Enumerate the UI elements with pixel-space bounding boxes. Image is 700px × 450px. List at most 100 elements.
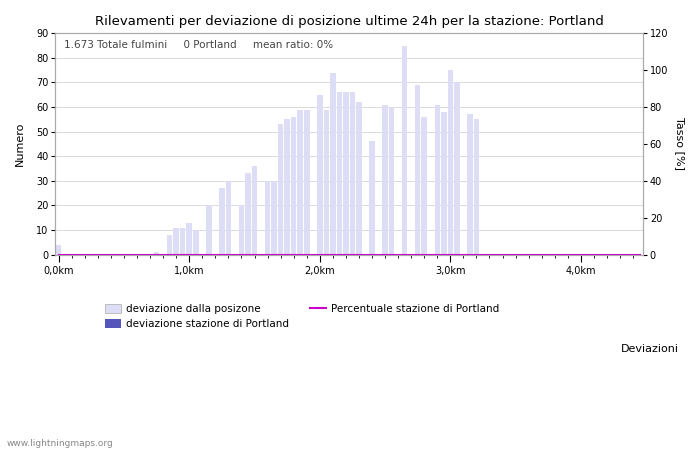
Bar — [201, 253, 204, 255]
Bar — [332, 253, 334, 255]
Bar — [323, 109, 329, 255]
Bar — [245, 173, 251, 255]
Bar — [57, 253, 60, 255]
Bar — [442, 253, 445, 255]
Bar — [104, 253, 106, 255]
Bar — [234, 253, 236, 255]
Bar — [123, 253, 125, 255]
Bar — [116, 253, 118, 255]
Bar — [534, 253, 536, 255]
Bar — [253, 253, 256, 255]
Bar — [252, 166, 258, 255]
Bar — [435, 104, 440, 255]
Bar — [358, 253, 360, 255]
Bar — [186, 223, 192, 255]
Bar — [514, 253, 517, 255]
Bar — [599, 253, 601, 255]
Bar — [239, 205, 244, 255]
Bar — [454, 82, 460, 255]
Bar — [402, 45, 407, 255]
Bar — [371, 253, 373, 255]
Bar — [206, 205, 211, 255]
Bar — [377, 253, 379, 255]
Bar — [474, 119, 480, 255]
Bar — [573, 253, 575, 255]
Bar — [389, 107, 394, 255]
Bar — [130, 253, 132, 255]
Bar — [593, 253, 595, 255]
Bar — [365, 253, 367, 255]
Bar — [469, 253, 471, 255]
Bar — [436, 253, 438, 255]
Bar — [369, 141, 375, 255]
Bar — [317, 95, 323, 255]
Bar — [90, 253, 92, 255]
Bar — [77, 253, 79, 255]
Bar — [225, 181, 231, 255]
Bar — [180, 228, 186, 255]
Bar — [554, 253, 556, 255]
Bar — [208, 253, 210, 255]
Bar — [97, 253, 99, 255]
Bar — [247, 253, 249, 255]
Bar — [219, 188, 225, 255]
Bar — [228, 253, 230, 255]
Bar — [462, 253, 465, 255]
Text: Deviazioni: Deviazioni — [621, 344, 679, 354]
Bar — [291, 117, 297, 255]
Bar — [560, 253, 562, 255]
Bar — [64, 253, 67, 255]
Bar — [528, 253, 530, 255]
Bar — [136, 253, 138, 255]
Bar — [343, 92, 349, 255]
Bar — [351, 253, 354, 255]
Bar — [447, 70, 453, 255]
Bar — [56, 245, 62, 255]
Bar — [330, 72, 335, 255]
Bar — [195, 253, 197, 255]
Bar — [293, 253, 295, 255]
Bar — [267, 253, 269, 255]
Bar — [167, 235, 172, 255]
Bar — [312, 253, 314, 255]
Bar — [345, 253, 347, 255]
Bar — [638, 253, 640, 255]
Bar — [619, 253, 621, 255]
Bar — [391, 253, 393, 255]
Bar — [188, 253, 190, 255]
Y-axis label: Tasso [%]: Tasso [%] — [675, 117, 685, 171]
Bar — [265, 181, 270, 255]
Bar — [423, 253, 426, 255]
Bar — [580, 253, 582, 255]
Bar — [482, 253, 484, 255]
Bar — [272, 181, 277, 255]
Bar — [456, 253, 458, 255]
Bar — [299, 253, 301, 255]
Bar — [338, 253, 340, 255]
Bar — [467, 114, 473, 255]
Bar — [286, 253, 288, 255]
Bar — [110, 253, 112, 255]
Bar — [382, 104, 388, 255]
Bar — [71, 253, 73, 255]
Bar — [149, 253, 151, 255]
Bar — [162, 253, 164, 255]
Bar — [521, 253, 523, 255]
Bar — [606, 253, 608, 255]
Bar — [587, 253, 589, 255]
Bar — [240, 253, 243, 255]
Title: Rilevamenti per deviazione di posizione ultime 24h per la stazione: Portland: Rilevamenti per deviazione di posizione … — [94, 15, 603, 28]
Bar — [540, 253, 542, 255]
Bar — [508, 253, 510, 255]
Text: 1.673 Totale fulmini     0 Portland     mean ratio: 0%: 1.673 Totale fulmini 0 Portland mean rat… — [64, 40, 333, 50]
Text: www.lightningmaps.org: www.lightningmaps.org — [7, 439, 113, 448]
Bar — [489, 253, 491, 255]
Bar — [415, 85, 421, 255]
Bar — [416, 253, 419, 255]
Bar — [84, 253, 86, 255]
Bar — [284, 119, 290, 255]
Bar — [501, 253, 504, 255]
Bar — [567, 253, 569, 255]
Bar — [626, 253, 628, 255]
Bar — [193, 230, 199, 255]
